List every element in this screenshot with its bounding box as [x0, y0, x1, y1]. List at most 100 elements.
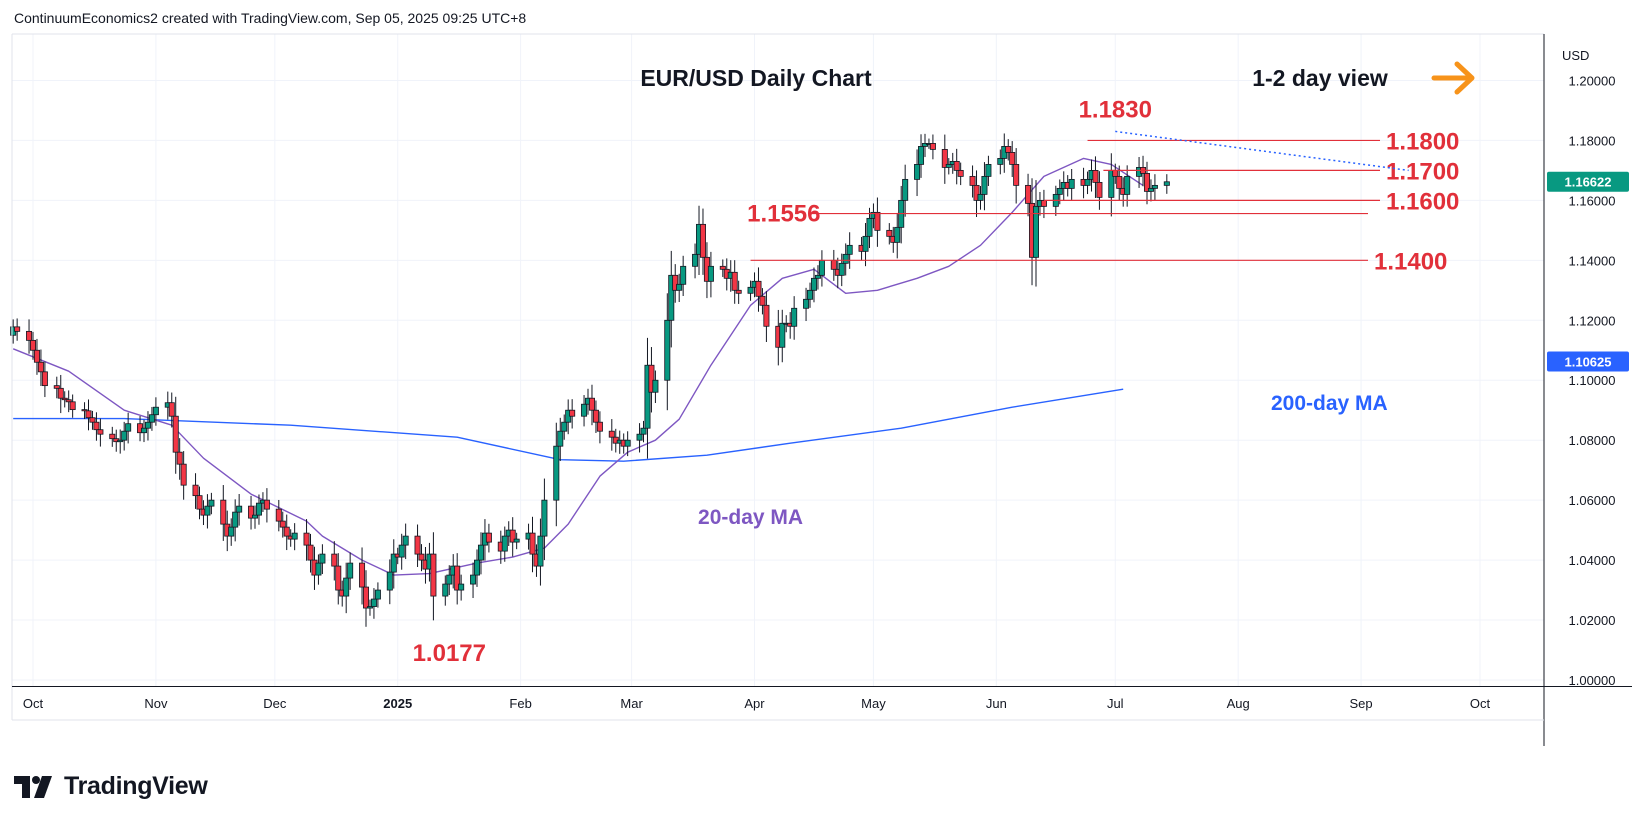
candle-body-down	[41, 371, 48, 387]
candle-body-down	[57, 387, 64, 399]
candle-body-down	[303, 532, 310, 546]
candle-body-down	[874, 211, 881, 231]
candle	[33, 338, 40, 375]
annotation-label: 1.1556	[747, 201, 820, 228]
candle	[866, 207, 873, 249]
annotation-label: 1.0177	[413, 640, 486, 667]
candle	[65, 390, 72, 413]
candle-body-down	[485, 532, 492, 543]
candle	[541, 478, 548, 561]
candle-body-up	[370, 598, 377, 607]
ma200-layer	[13, 388, 1124, 462]
candle-body-up	[366, 606, 373, 609]
candle-body-down	[192, 484, 199, 497]
candle-body-down	[29, 339, 36, 351]
time-axis[interactable]: Oct Nov Dec 2025 Feb Mar Apr May Jun Jul Aug Sep Oct	[23, 696, 1491, 711]
candle	[921, 133, 928, 158]
time-tick-label: 2025	[383, 696, 412, 711]
candle	[1116, 165, 1123, 201]
candle	[180, 451, 187, 500]
candle	[608, 419, 615, 451]
candle	[442, 575, 449, 606]
candle	[458, 574, 465, 601]
candle	[731, 260, 738, 304]
candle	[592, 400, 599, 433]
time-tick-label: Jun	[986, 696, 1007, 711]
candle	[307, 533, 314, 573]
candle-body-up	[985, 163, 992, 177]
candle-body-down	[176, 451, 183, 465]
candle-body-down	[719, 265, 726, 270]
candle-body-up	[228, 526, 235, 537]
candle-body-up	[374, 589, 381, 600]
candle-body-down	[69, 401, 76, 411]
candle-body-up	[810, 277, 817, 291]
price-badges-layer: 1.16622 1.10625	[1547, 171, 1629, 372]
candle	[747, 280, 754, 301]
candle	[902, 164, 909, 217]
chart-grid	[12, 34, 1544, 686]
candle-body-up	[347, 562, 354, 579]
candle-body-down	[307, 544, 314, 561]
candle-body-up	[291, 532, 298, 540]
candle	[953, 148, 960, 185]
candle-body-up	[319, 553, 326, 564]
candle	[208, 492, 215, 515]
candle-body-down	[1013, 163, 1020, 186]
candle-body-up	[981, 175, 988, 195]
candle	[509, 517, 516, 557]
candle-body-up	[446, 574, 453, 585]
candle-body-down	[81, 409, 88, 412]
price-tick-label: 1.10000	[1569, 373, 1616, 388]
candle	[1096, 171, 1103, 210]
candle	[779, 309, 786, 363]
candle-body-down	[275, 508, 282, 522]
candle-body-up	[640, 427, 647, 435]
candle	[335, 553, 342, 605]
candle-body-up	[148, 414, 155, 423]
candle-body-up	[255, 502, 262, 516]
candle-body-down	[672, 274, 679, 291]
candle-body-down	[731, 271, 738, 291]
candle-body-down	[886, 229, 893, 237]
candle-body-up	[474, 559, 481, 576]
candle-body-up	[977, 193, 984, 201]
candle-body-down	[929, 143, 936, 150]
candle-body-up	[1147, 187, 1154, 192]
candle-body-down	[279, 520, 286, 528]
candle-body-down	[414, 535, 421, 555]
annotation-label: 1.1830	[1079, 96, 1152, 123]
candle	[26, 319, 33, 354]
candle-body-down	[763, 304, 770, 327]
candle	[228, 518, 235, 546]
candle-body-down	[973, 184, 980, 201]
candle-body-up	[945, 163, 952, 168]
candle-body-down	[37, 361, 44, 373]
candle-body-down	[220, 499, 227, 525]
candle-body-up	[846, 244, 853, 255]
candle	[818, 250, 825, 287]
candle-body-up	[537, 535, 544, 567]
candle-body-up	[918, 146, 925, 165]
candle-body-up	[553, 445, 560, 501]
candle-body-down	[85, 410, 92, 419]
candle-body-up	[458, 583, 465, 591]
candle	[874, 197, 881, 247]
candle-body-up	[676, 283, 683, 291]
candle	[236, 493, 243, 526]
level-label: 1.1600	[1386, 188, 1459, 215]
candle-body-down	[953, 161, 960, 171]
time-tick-label: Aug	[1227, 696, 1250, 711]
candle	[1001, 133, 1008, 173]
candle	[41, 361, 48, 398]
candle	[283, 514, 290, 551]
price-tick-label: 1.06000	[1569, 493, 1616, 508]
candle-body-down	[592, 409, 599, 423]
candle	[537, 518, 544, 586]
candle-body-up	[803, 298, 810, 309]
candle-body-down	[755, 280, 762, 297]
candle-body-up	[152, 406, 159, 416]
candle-body-down	[1143, 172, 1150, 192]
candle-body-up	[442, 583, 449, 597]
